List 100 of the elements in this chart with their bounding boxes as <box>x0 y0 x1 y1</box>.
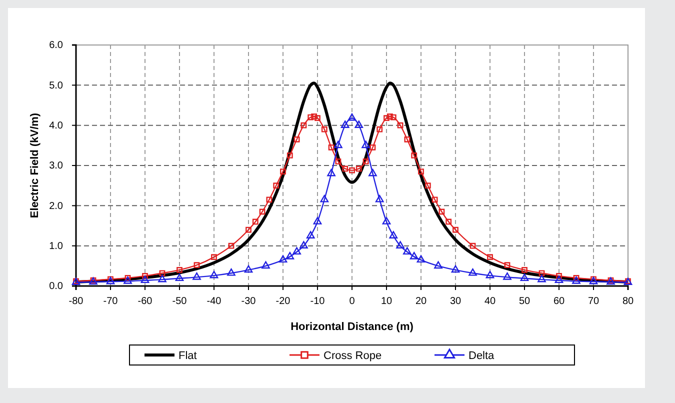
point <box>411 152 418 158</box>
x-tick-label: 60 <box>553 296 565 307</box>
point <box>384 115 390 122</box>
x-tick-label: 40 <box>484 296 496 307</box>
point <box>438 208 445 215</box>
point <box>404 136 410 142</box>
y-tick-label: 6.0 <box>49 40 64 52</box>
point <box>292 247 301 255</box>
point <box>280 168 286 174</box>
point <box>176 266 182 273</box>
point <box>520 274 529 282</box>
x-tick-label: -70 <box>103 296 118 307</box>
y-axis-title: Electric Field (kV/m) <box>29 112 41 218</box>
point <box>313 217 322 224</box>
point <box>294 136 300 142</box>
y-tick-label: 5.0 <box>49 80 64 92</box>
point <box>354 120 364 128</box>
x-tick-label: -60 <box>138 296 153 307</box>
point <box>300 122 307 128</box>
point <box>468 268 477 276</box>
point <box>387 114 393 120</box>
x-tick-label: 30 <box>450 296 462 307</box>
x-tick-label: 80 <box>622 296 634 307</box>
point <box>424 182 431 189</box>
point <box>335 158 342 164</box>
x-axis-title: Horizontal Distance (m) <box>290 321 414 333</box>
point <box>416 255 426 263</box>
point <box>452 226 458 233</box>
point <box>375 194 384 202</box>
point <box>504 262 510 268</box>
point <box>340 120 350 128</box>
x-tick-label: 70 <box>588 296 600 307</box>
x-tick-label: 20 <box>415 296 427 307</box>
point <box>158 274 166 282</box>
y-tick-label: 0.0 <box>49 281 64 292</box>
point <box>175 274 184 282</box>
point <box>194 262 200 268</box>
point <box>389 231 398 238</box>
point <box>308 114 314 120</box>
point <box>211 254 217 260</box>
point <box>362 158 369 164</box>
point <box>266 196 272 203</box>
point <box>278 255 288 263</box>
point <box>486 270 494 278</box>
point <box>210 270 218 278</box>
x-tick-label: -20 <box>276 296 291 307</box>
point <box>446 218 452 225</box>
point <box>538 274 546 282</box>
point <box>362 140 370 148</box>
point <box>356 166 362 172</box>
point <box>140 276 150 284</box>
y-tick-label: 3.0 <box>49 160 64 172</box>
point <box>273 182 280 189</box>
legend-label: Flat <box>178 350 197 362</box>
point <box>368 168 377 176</box>
point <box>554 276 564 284</box>
point <box>159 270 166 276</box>
point <box>418 168 424 174</box>
point <box>262 261 270 269</box>
point <box>348 113 356 121</box>
point <box>410 252 418 260</box>
point <box>434 261 442 269</box>
point <box>246 226 252 233</box>
point <box>306 231 315 238</box>
x-tick-label: -50 <box>172 296 188 307</box>
x-tick-label: 10 <box>380 296 392 307</box>
point <box>376 126 383 132</box>
point <box>328 144 334 150</box>
x-tick-label: -40 <box>206 296 222 307</box>
point <box>320 194 329 202</box>
point <box>192 272 201 280</box>
point <box>370 144 376 150</box>
point <box>311 114 317 120</box>
x-tick-label: -30 <box>241 296 256 307</box>
point <box>382 217 391 224</box>
point <box>286 252 294 260</box>
point <box>396 241 404 248</box>
point <box>470 242 476 249</box>
point <box>259 208 266 215</box>
point <box>403 247 412 255</box>
y-tick-label: 1.0 <box>49 241 64 252</box>
point <box>334 140 342 148</box>
point <box>349 167 355 174</box>
point <box>228 242 234 249</box>
point <box>124 275 131 281</box>
x-tick-label: 50 <box>518 296 530 307</box>
point <box>397 122 404 128</box>
point <box>286 152 293 158</box>
point <box>342 166 348 172</box>
point <box>321 126 328 132</box>
point <box>327 168 336 176</box>
point <box>432 196 438 203</box>
point <box>538 270 545 276</box>
point <box>573 275 580 281</box>
point <box>522 266 528 273</box>
point <box>244 265 253 273</box>
point <box>227 268 236 276</box>
point <box>252 218 258 225</box>
point <box>503 272 512 280</box>
point <box>572 276 580 284</box>
